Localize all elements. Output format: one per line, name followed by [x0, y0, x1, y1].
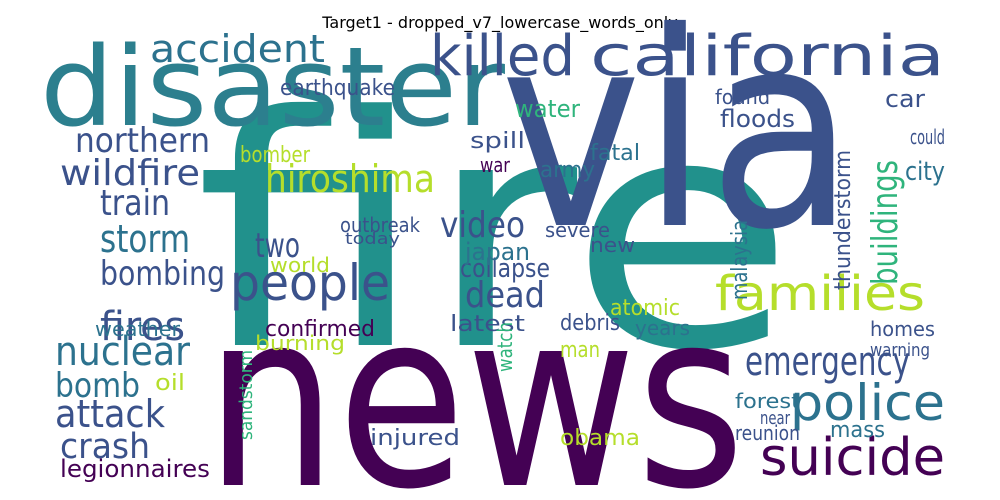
word: wildfire — [60, 153, 200, 194]
word: warning — [870, 340, 930, 361]
word: attack — [55, 392, 165, 436]
word: sandstorm — [236, 350, 257, 440]
word: crash — [60, 427, 150, 467]
word: latest — [450, 312, 525, 337]
word: news — [205, 258, 745, 500]
word: california — [590, 24, 945, 89]
word: burning — [255, 331, 345, 355]
word: war — [480, 153, 511, 177]
word: bomb — [55, 366, 140, 406]
word: floods — [720, 105, 795, 133]
word: legionnaires — [60, 455, 210, 483]
word: years — [635, 316, 690, 340]
word: spill — [470, 129, 525, 154]
word: oil — [155, 371, 185, 396]
word: man — [560, 338, 600, 363]
word: police — [790, 374, 945, 432]
word: near — [760, 408, 790, 429]
word: today — [345, 229, 400, 248]
word: homes — [870, 317, 935, 341]
word: thunderstorm — [831, 150, 856, 290]
word: debris — [560, 311, 620, 336]
word: accident — [150, 27, 325, 71]
word: families — [715, 266, 925, 322]
word: collapse — [460, 254, 550, 284]
word: car — [885, 85, 925, 113]
word: forest — [735, 389, 800, 413]
word: via — [500, 0, 855, 289]
chart-title: Target1 - dropped_v7_lowercase_words_onl… — [321, 13, 677, 33]
word: weather — [95, 317, 181, 341]
word: confirmed — [265, 317, 375, 342]
word: japan — [464, 238, 530, 266]
word: obama — [560, 426, 640, 451]
word: buildings — [865, 160, 906, 285]
word: army — [540, 158, 595, 183]
word: fatal — [590, 141, 640, 166]
word: suicide — [760, 428, 945, 488]
word: emergency — [745, 339, 910, 385]
word: watch — [493, 322, 517, 372]
word: could — [910, 125, 945, 149]
word: new — [590, 233, 635, 257]
word: earthquake — [280, 76, 395, 101]
word: disaster — [40, 23, 506, 151]
word: two — [255, 226, 300, 266]
word: storm — [100, 217, 190, 261]
word: bombing — [100, 254, 225, 294]
word: found — [715, 85, 770, 109]
word: malaysia — [728, 220, 753, 300]
word: world — [270, 253, 330, 277]
word: city — [905, 157, 945, 187]
word: hiroshima — [265, 157, 435, 201]
word: video — [440, 205, 525, 246]
word: injured — [370, 426, 460, 451]
word: fires — [100, 304, 185, 350]
word: dead — [465, 275, 545, 316]
word: bomber — [240, 143, 311, 168]
word: outbreak — [340, 213, 420, 237]
word: train — [100, 183, 170, 224]
word: killed — [430, 24, 575, 89]
word: northern — [75, 121, 210, 161]
word: people — [230, 254, 390, 312]
word: severe — [545, 218, 610, 242]
word: reunion — [735, 421, 800, 445]
word: fire — [195, 49, 795, 421]
word: mass — [830, 418, 885, 443]
word: atomic — [610, 296, 680, 321]
word: water — [515, 95, 580, 123]
word: nuclear — [55, 329, 191, 375]
